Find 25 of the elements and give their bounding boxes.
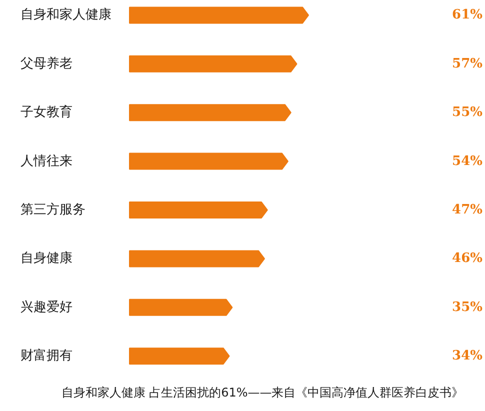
data-label: 54%	[452, 154, 484, 169]
bar	[129, 250, 265, 268]
data-label: 57%	[452, 56, 484, 72]
data-label: 35%	[452, 300, 484, 315]
bar	[129, 104, 292, 122]
y-tick-label: 父母养老	[20, 55, 72, 72]
y-tick-label: 子女教育	[20, 104, 72, 120]
data-label: 34%	[452, 348, 484, 364]
y-tick-label: 人情往来	[20, 154, 72, 169]
data-label: 61%	[452, 8, 484, 23]
y-tick-label: 第三方服务	[20, 202, 86, 218]
text: 自身和家人健康 占生活困扰的61%——来自《中国高净值人群医养白皮书》	[61, 386, 464, 400]
y-tick-label: 自身和家人健康	[20, 6, 112, 23]
bar	[129, 298, 233, 316]
data-label: 47%	[452, 202, 484, 218]
bar	[129, 55, 298, 72]
bar	[129, 6, 309, 24]
y-tick-label: 自身健康	[20, 251, 72, 266]
y-tick-label: 财富拥有	[20, 348, 72, 364]
bar	[129, 152, 288, 170]
bar	[129, 202, 268, 218]
bar	[129, 348, 230, 365]
data-label: 55%	[452, 105, 484, 120]
data-label: 46%	[452, 251, 484, 266]
y-tick-label: 兴趣爱好	[20, 300, 72, 315]
